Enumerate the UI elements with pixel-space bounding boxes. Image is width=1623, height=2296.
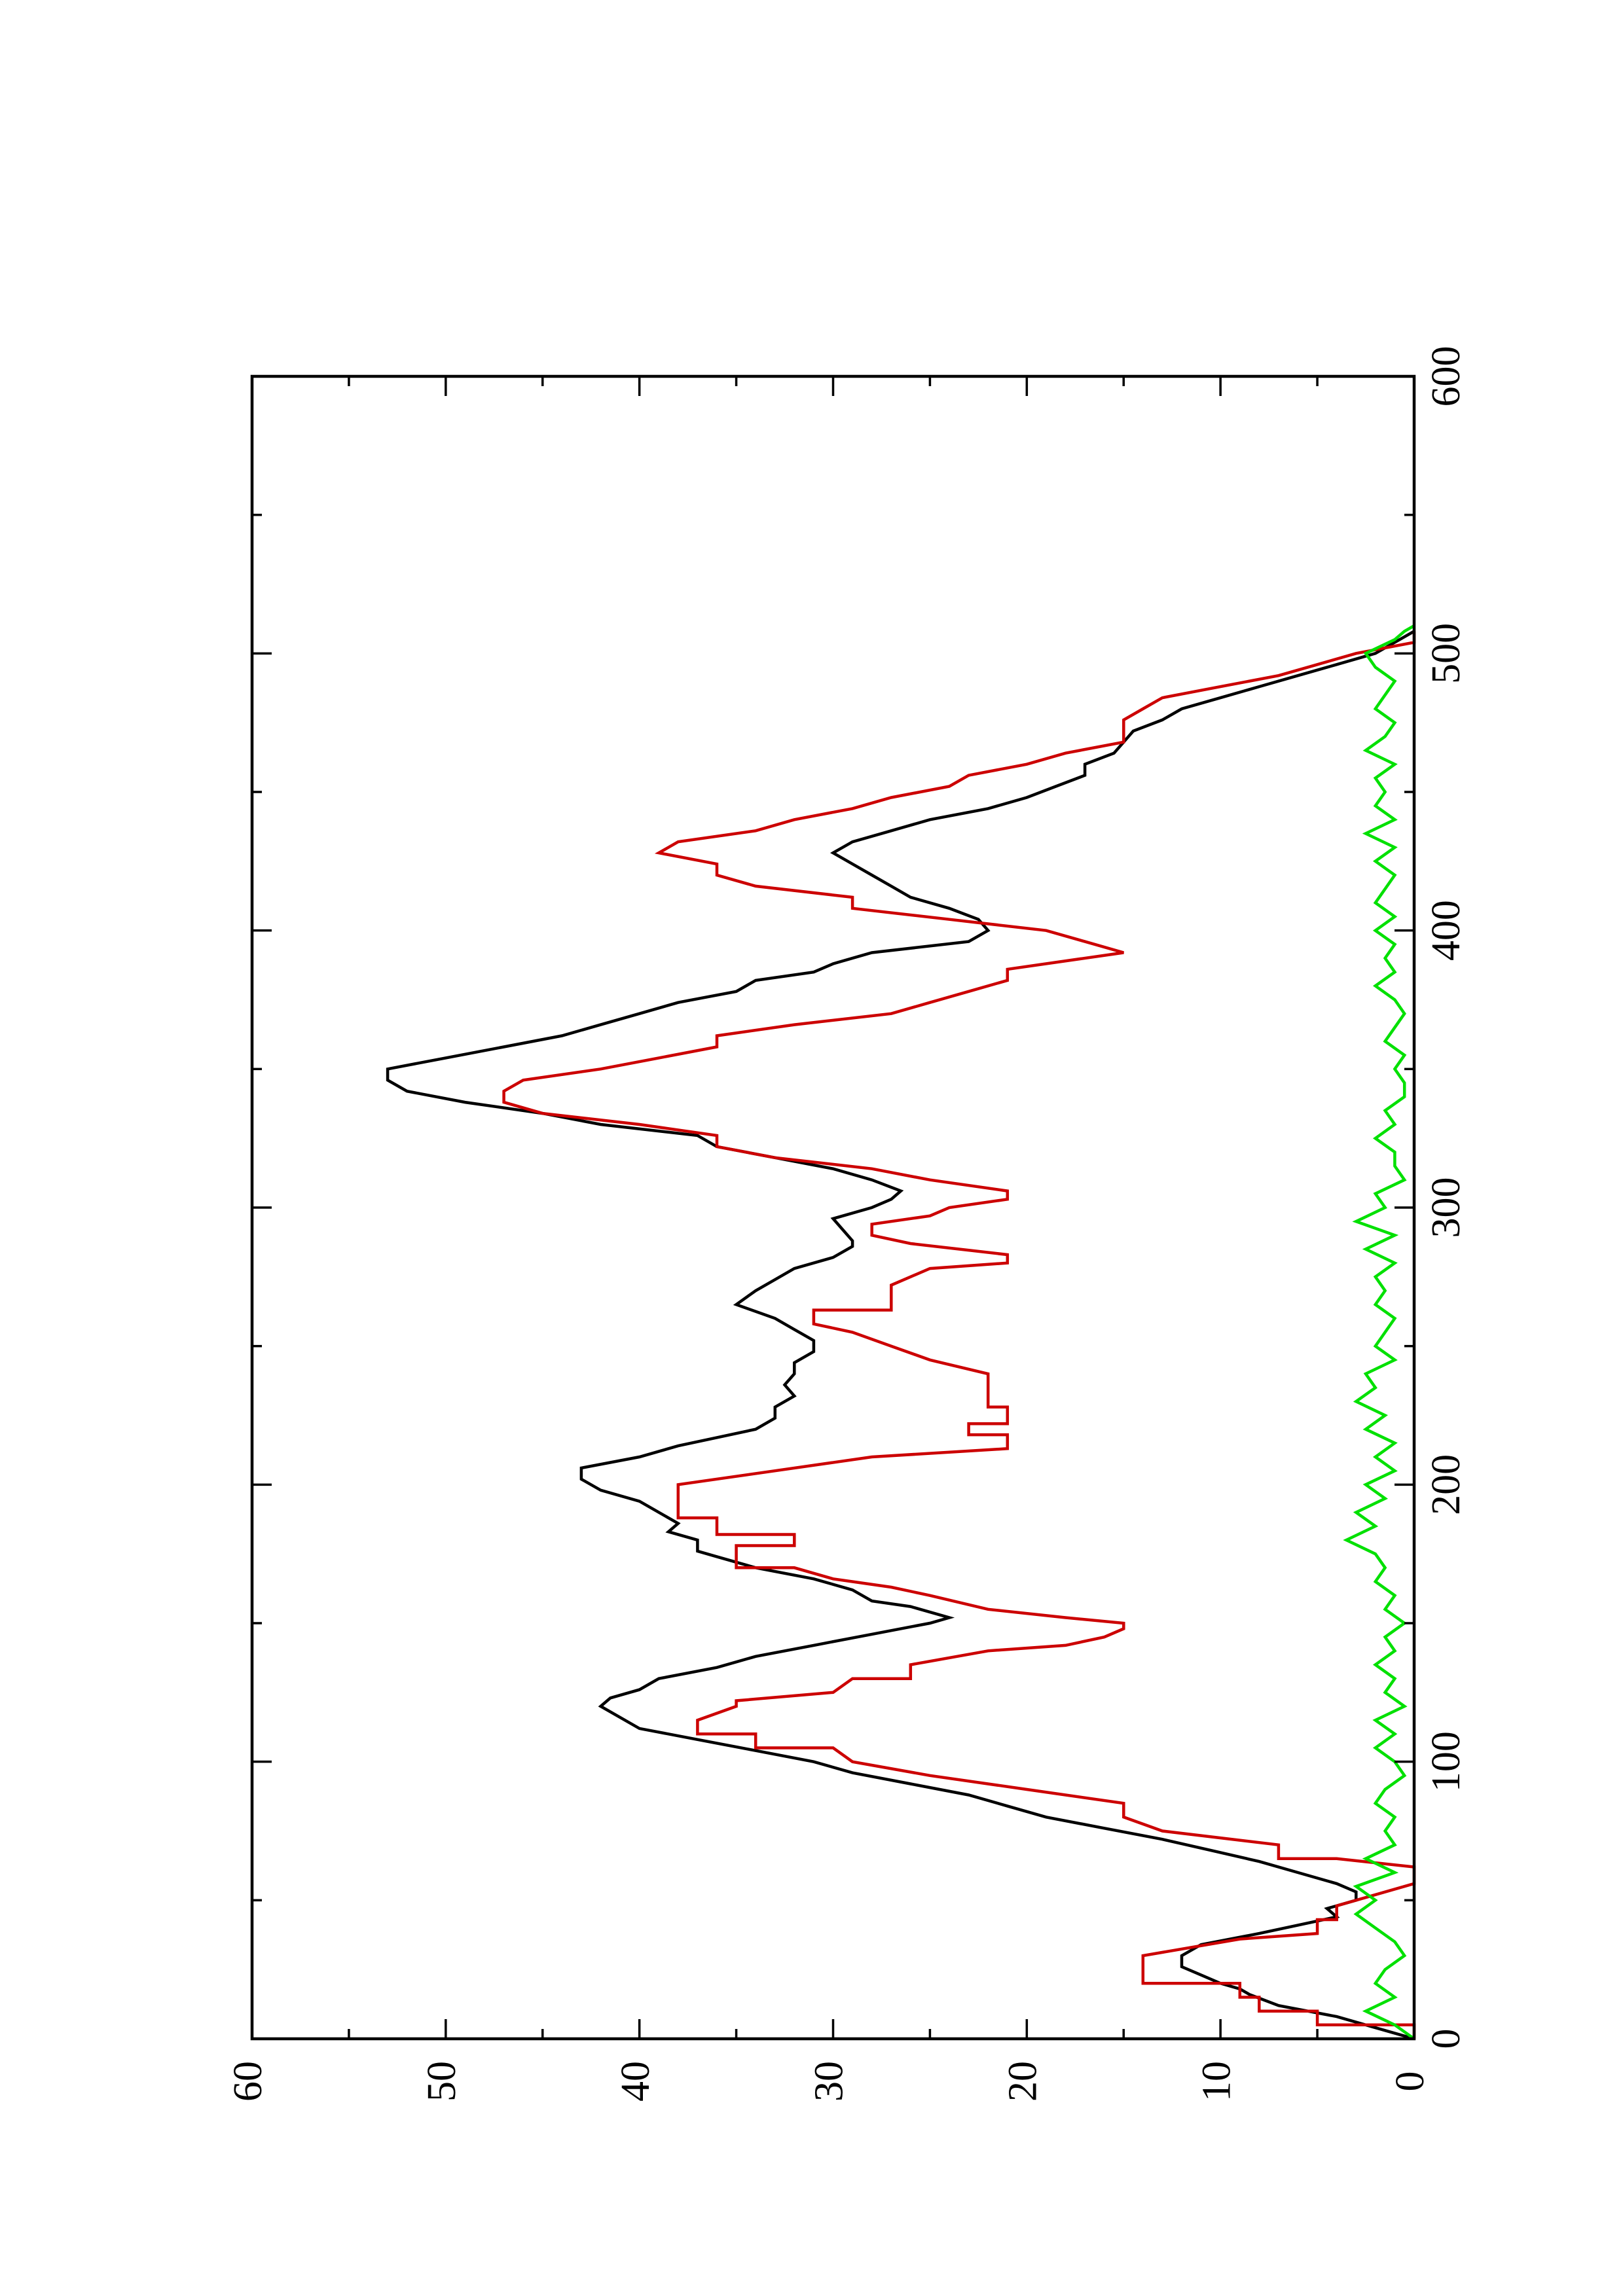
x-tick-label: 400 [1424,900,1468,961]
x-tick-label: 300 [1424,1177,1468,1238]
y-tick-label: 10 [1194,2061,1239,2102]
y-tick-label: 50 [420,2061,464,2102]
y-tick-label: 0 [1388,2072,1432,2092]
y-tick-label: 40 [613,2061,658,2102]
y-tick-label: 60 [226,2061,270,2102]
tick-label-layer: 0 100 200 300 400 500 600 0 10 20 30 40 50 60 [226,346,1468,2102]
x-tick-label: 200 [1424,1454,1468,1515]
tick-layer [251,375,1415,2040]
x-tick-label: 500 [1424,623,1468,684]
x-tick-label: 0 [1424,2029,1468,2049]
series-layer [386,624,1416,2041]
series-line-2 [502,631,1416,2039]
x-tick-label: 100 [1424,1731,1468,1792]
series-line-1 [386,630,1415,2041]
y-tick-label: 30 [807,2061,852,2102]
series-line-3 [1343,624,1415,2040]
x-tick-label: 600 [1424,346,1468,407]
y-tick-label: 20 [1001,2061,1046,2102]
